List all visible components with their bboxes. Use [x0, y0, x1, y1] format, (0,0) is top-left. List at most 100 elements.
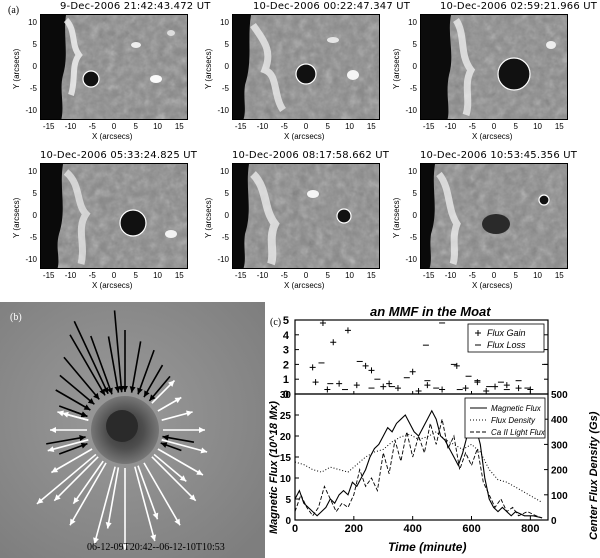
- x-tick-label: 15: [174, 271, 184, 280]
- legend-gain-symbol: [475, 330, 481, 336]
- right-y-tick-label: 100: [551, 491, 568, 502]
- y-tick-label: 0: [32, 62, 37, 71]
- x-tick-label: 15: [554, 122, 564, 131]
- flux-gain-marker: [336, 380, 343, 387]
- magnetogram-frame-2: [232, 14, 380, 120]
- top-y-tick-label: 0: [283, 389, 289, 401]
- flux-gain-marker: [362, 362, 369, 369]
- flow-arrow: [50, 448, 93, 474]
- magnetogram-4-image: [41, 164, 187, 268]
- x-tick-label: 800: [521, 523, 539, 535]
- y-axis-label: Y (arcsecs): [392, 197, 401, 238]
- flux-gain-marker: [353, 382, 360, 389]
- flow-arrow-head: [114, 386, 121, 393]
- y-axis-label: Y (arcsecs): [12, 48, 21, 89]
- y-tick-label: 5: [224, 39, 229, 49]
- flux-gain-marker: [409, 368, 416, 375]
- magnetogram-frame-4: [40, 163, 188, 269]
- flow-arrow: [143, 364, 164, 398]
- x-tick-label: -5: [468, 122, 476, 131]
- bottom-y-tick-label: 25: [280, 411, 292, 422]
- bottom-legend-label: Ca II Light Flux: [491, 428, 546, 437]
- magnetogram-frame-5: [232, 163, 380, 269]
- flow-arrow: [134, 466, 156, 542]
- panel-b: (b) 06-12-09T20:42--06-12-10T10:53: [0, 302, 265, 558]
- top-y-tick-label: 2: [283, 359, 289, 371]
- x-tick-label: -5: [88, 122, 96, 131]
- flow-arrow-head: [102, 387, 109, 394]
- flow-arrow-head: [196, 469, 203, 475]
- flow-arrow-head: [57, 410, 64, 417]
- y-tick-label: -10: [405, 255, 417, 265]
- magnetogram-frame-1: [40, 14, 188, 120]
- panel-b-image: [0, 302, 265, 558]
- flow-arrow-head: [152, 512, 159, 520]
- flow-arrow-head: [70, 518, 76, 526]
- frame-4-title: 10-Dec-2006 05:33:24.825 UT: [40, 150, 198, 161]
- flow-arrow-head: [107, 387, 113, 395]
- x-axis-label: X (arcsecs): [472, 281, 513, 290]
- flux-gain-marker: [424, 382, 431, 389]
- bottom-legend-label: Magnetic Flux: [491, 404, 542, 413]
- bottom-legend-label: Flux Density: [491, 416, 536, 425]
- flux-gain-marker: [492, 383, 499, 390]
- flow-arrow-head: [62, 411, 69, 418]
- left-y-axis-label: Magnetic Flux (10^18 Mx): [268, 401, 280, 534]
- flow-arrow-head: [186, 410, 193, 417]
- flow-arrow: [59, 374, 95, 405]
- x-tick-label: 0: [303, 122, 309, 131]
- flow-arrow-head: [189, 494, 196, 501]
- y-tick-label: 5: [224, 188, 229, 198]
- x-axis-label: Time (minute): [388, 540, 467, 554]
- frame-5-title: 10-Dec-2006 08:17:58.662 UT: [232, 150, 390, 161]
- top-y-tick-label: 3: [283, 345, 289, 357]
- bottom-legend-box: [464, 397, 546, 439]
- flux-gain-marker: [439, 386, 446, 393]
- x-tick-label: 15: [554, 271, 564, 280]
- flow-arrow-head: [144, 390, 150, 398]
- y-tick-label: 0: [224, 211, 229, 220]
- bottom-y-tick-label: 0: [285, 516, 291, 527]
- y-axis-label: Y (arcsecs): [204, 197, 213, 238]
- flux-gain-marker: [515, 385, 522, 392]
- x-tick-label: 0: [491, 271, 497, 280]
- x-tick-label: -5: [280, 122, 288, 131]
- y-tick-label: 0: [412, 211, 417, 220]
- flow-arrow-head: [73, 497, 80, 504]
- flow-arrows: [36, 310, 208, 550]
- top-y-tick-label: 5: [283, 315, 289, 327]
- y-tick-label: 10: [28, 17, 37, 27]
- flow-arrow-head: [174, 518, 180, 526]
- bottom-y-tick-label: 10: [280, 474, 292, 485]
- x-tick-label: 0: [111, 122, 117, 131]
- flow-arrow-head: [129, 386, 136, 393]
- x-tick-label: 200: [345, 523, 363, 535]
- flow-arrow: [55, 389, 91, 411]
- x-tick-label: 5: [325, 271, 330, 280]
- flux-gain-marker: [368, 367, 375, 374]
- flow-arrow-head: [179, 475, 187, 482]
- x-tick-label: 400: [403, 523, 421, 535]
- flow-arrow-head: [80, 442, 88, 449]
- flow-arrow: [46, 436, 86, 445]
- flow-arrow-head: [79, 435, 86, 441]
- x-tick-label: 600: [462, 523, 480, 535]
- y-tick-label: -5: [221, 84, 229, 94]
- flux-gain-marker: [474, 379, 481, 386]
- flow-arrow: [157, 448, 204, 476]
- flux-gain-marker: [386, 380, 393, 387]
- flow-arrow-head: [160, 442, 168, 448]
- x-tick-label: 5: [133, 122, 138, 131]
- flow-arrow-head: [93, 392, 100, 400]
- x-tick-label: -10: [64, 122, 77, 131]
- bottom-y-tick-label: 15: [280, 453, 292, 464]
- flow-arrow-head: [200, 447, 208, 454]
- chart-title: an MMF in the Moat: [370, 304, 491, 319]
- x-tick-label: 15: [366, 271, 376, 280]
- right-y-tick-label: 400: [551, 415, 568, 426]
- magnetogram-1-image: [41, 15, 187, 119]
- y-tick-label: 5: [412, 39, 417, 49]
- x-tick-label: 5: [133, 271, 138, 280]
- y-tick-label: -5: [29, 233, 37, 243]
